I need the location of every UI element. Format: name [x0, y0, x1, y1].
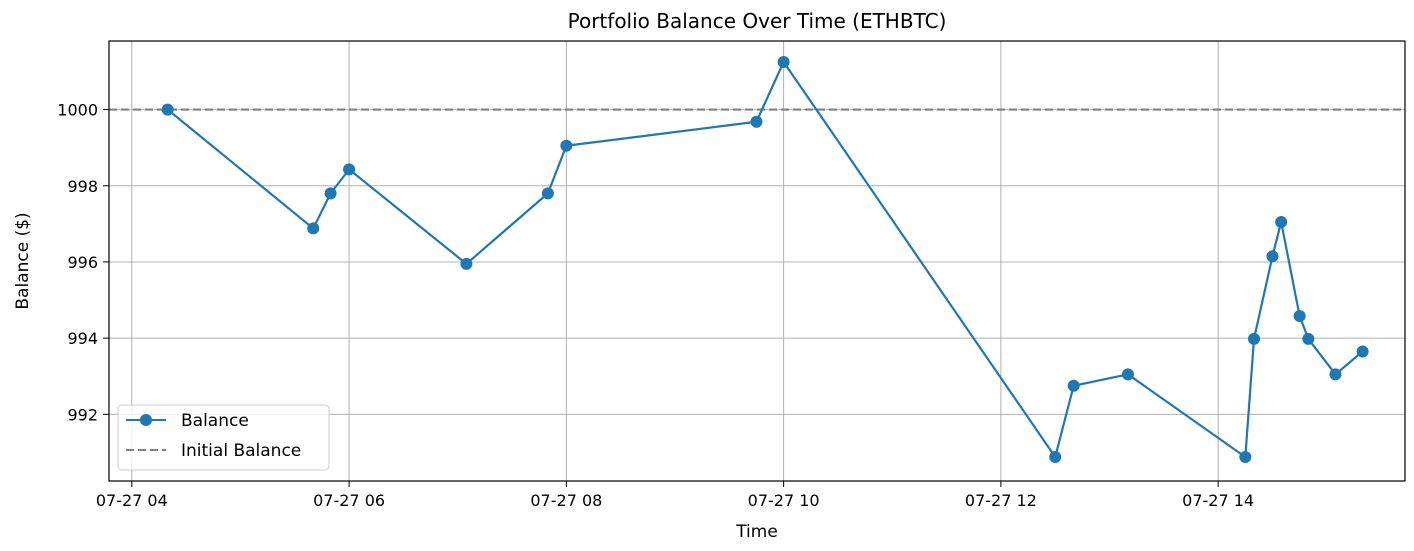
y-axis-title: Balance ($): [13, 212, 33, 309]
chart-title: Portfolio Balance Over Time (ETHBTC): [568, 9, 947, 33]
legend-label-balance: Balance: [181, 411, 249, 431]
balance-point: [541, 187, 554, 200]
balance-point: [560, 139, 573, 152]
balance-point: [460, 257, 473, 270]
balance-point: [1049, 451, 1062, 463]
y-tick-label: 1000: [57, 101, 98, 120]
x-tick-label: 07-27 04: [96, 491, 168, 510]
balance-point: [1356, 345, 1369, 358]
balance-point: [161, 103, 174, 116]
balance-point: [1247, 332, 1260, 345]
y-tick-label: 998: [67, 177, 98, 196]
y-tick-label: 994: [67, 329, 98, 348]
balance-line: [166, 60, 1364, 459]
balance-point: [750, 115, 763, 128]
balance-point: [1239, 451, 1252, 463]
plot-area-frame: [108, 40, 1406, 482]
balance-point: [307, 222, 320, 235]
y-tick-label: 996: [67, 253, 98, 272]
legend-box: [117, 404, 330, 471]
balance-point: [1266, 250, 1279, 263]
balance-point: [1302, 332, 1315, 345]
legend: Balance Initial Balance: [117, 404, 330, 471]
x-tick-label: 07-27 10: [748, 491, 820, 510]
legend-label-initial-balance: Initial Balance: [181, 441, 301, 461]
x-tick-label: 07-27 12: [965, 491, 1037, 510]
x-axis-title: Time: [735, 522, 778, 542]
x-tick-label: 07-27 14: [1182, 491, 1254, 510]
balance-point: [343, 163, 356, 176]
balance-point: [1275, 215, 1288, 228]
x-tick-label: 07-27 08: [530, 491, 602, 510]
x-axis-ticks: 07-27 04 07-27 06 07-27 08 07-27 10 07-27 12…: [96, 481, 1254, 510]
balance-point: [324, 187, 337, 200]
legend-balance-marker: [140, 414, 152, 426]
y-axis-ticks: 992 994 996 998 1000: [57, 101, 109, 424]
y-tick-label: 992: [67, 405, 98, 424]
x-tick-label: 07-27 06: [313, 491, 385, 510]
balance-point: [1067, 379, 1080, 392]
balance-point: [777, 55, 790, 68]
balance-point: [1293, 310, 1306, 323]
balance-series-layer: [161, 55, 1369, 463]
balance-point: [1121, 368, 1134, 381]
balance-point: [1329, 368, 1342, 381]
